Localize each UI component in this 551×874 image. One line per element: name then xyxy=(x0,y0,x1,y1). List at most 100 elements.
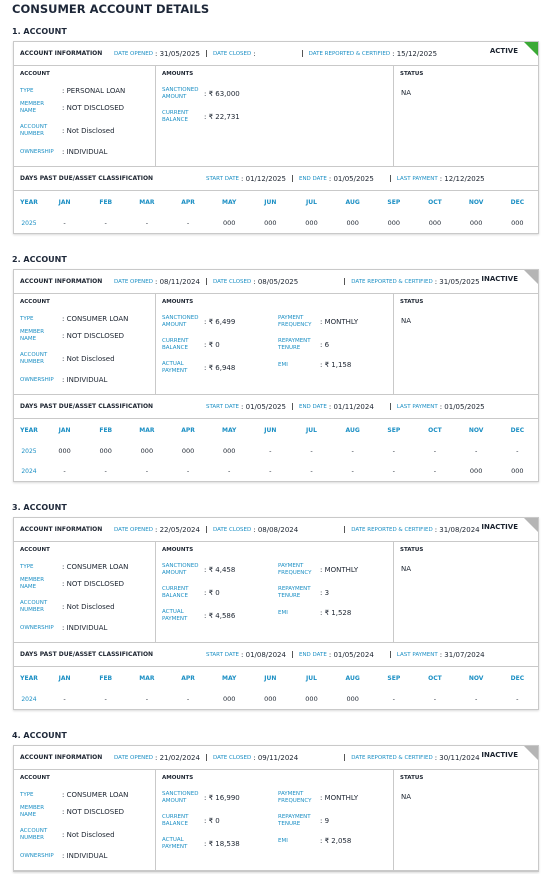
month-header: OCT xyxy=(428,198,442,206)
month-header: AUG xyxy=(345,674,360,682)
dpd-cell: - xyxy=(63,219,66,227)
amount: ACTUAL PAYMENT: ₹ 4,586 xyxy=(162,609,241,623)
status-column: STATUS NA xyxy=(394,770,538,870)
account-column: ACCOUNT TYPE: CONSUMER LOAN MEMBER NAME: N… xyxy=(14,770,156,870)
field-label: ACCOUNT NUMBER xyxy=(20,352,48,365)
amount: SANCTIONED AMOUNT: ₹ 16,990 xyxy=(162,791,246,805)
amount-label: SANCTIONED AMOUNT xyxy=(162,563,199,576)
dpd-cell: - xyxy=(392,447,395,455)
field-label: DATE REPORTED & CERTIFIED xyxy=(351,278,433,285)
amount-label: CURRENT BALANCE xyxy=(162,110,189,123)
detail-columns: ACCOUNT TYPE: PERSONAL LOAN MEMBER NAME: N… xyxy=(14,66,538,167)
column-header: ACCOUNT xyxy=(20,775,50,781)
dpd-cell: - xyxy=(433,467,437,475)
dpd-cell: - xyxy=(310,467,313,475)
amount-value: : ₹ 1,528 xyxy=(320,609,352,617)
amount-label: CURRENT BALANCE xyxy=(162,586,189,599)
account-section: 1. ACCOUNT ACCOUNT INFORMATION DATE OPENED… xyxy=(0,27,551,234)
column-header: AMOUNTS xyxy=(162,775,194,781)
field-value: : NOT DISCLOSED xyxy=(62,580,125,588)
status-value: NA xyxy=(401,89,412,97)
info-label: ACCOUNT INFORMATION xyxy=(20,50,103,57)
dpd-cell: - xyxy=(392,467,395,475)
field-value: : INDIVIDUAL xyxy=(62,376,108,384)
amount-label: SANCTIONED AMOUNT xyxy=(162,87,199,100)
field-label: END DATE xyxy=(298,651,327,658)
amount: SANCTIONED AMOUNT: ₹ 6,499 xyxy=(162,315,241,329)
field-value: : Not Disclosed xyxy=(62,127,115,135)
amount: REPAYMENT TENURE: 9 xyxy=(278,814,335,828)
dpd-cell: 000 xyxy=(511,219,524,227)
account-column: ACCOUNT TYPE: PERSONAL LOAN MEMBER NAME: N… xyxy=(14,66,156,166)
month-header: APR xyxy=(181,198,195,206)
account-heading: 3. ACCOUNT xyxy=(12,503,67,512)
status-value: NA xyxy=(401,565,412,573)
field-label: TYPE xyxy=(20,315,34,322)
amount-value: : ₹ 63,000 xyxy=(204,90,240,98)
status-column: STATUS NA xyxy=(394,542,538,642)
field-value: : CONSUMER LOAN xyxy=(62,315,129,323)
amount: ACTUAL PAYMENT: ₹ 6,948 xyxy=(162,361,241,375)
header-row: YEAR JAN FEB MAR APR MAY JUN JUL AUG SEP OCT NOV DEC xyxy=(14,419,538,441)
date-opened: : 21/02/2024 xyxy=(155,753,200,762)
field: OWNERSHIP: INDIVIDUAL xyxy=(20,624,113,632)
amount-label: REPAYMENT TENURE xyxy=(278,814,311,827)
field: ACCOUNT NUMBER: Not Disclosed xyxy=(20,124,121,138)
amount: EMI: ₹ 1,528 xyxy=(278,609,357,617)
amount-value: : 3 xyxy=(320,589,330,597)
field-label: DATE REPORTED & CERTIFIED xyxy=(351,526,433,533)
amount-label: EMI xyxy=(278,837,288,844)
amount-value: : ₹ 0 xyxy=(204,341,220,349)
dpd-label: DAYS PAST DUE/ASSET CLASSIFICATION xyxy=(20,175,154,182)
month-header: NOV xyxy=(468,674,484,682)
dpd-row: 2025 000 000 000 000 000 - - - - - - - xyxy=(14,441,538,461)
field: MEMBER NAME: NOT DISCLOSED xyxy=(20,805,130,819)
field-label: DATE CLOSED xyxy=(212,50,252,57)
month-header: MAR xyxy=(139,674,155,682)
dpd-cell: - xyxy=(474,695,478,703)
divider: DATE CLOSED: 08/05/2025 xyxy=(205,278,304,286)
field-value: : INDIVIDUAL xyxy=(62,852,108,860)
date-opened: : 31/05/2025 xyxy=(155,49,200,58)
dpd-cell: 000 xyxy=(469,467,483,475)
field-value: : INDIVIDUAL xyxy=(62,624,108,632)
dpd-cell: - xyxy=(145,695,149,703)
account-card: ACCOUNT INFORMATION DATE OPENED: 22/05/20… xyxy=(13,517,539,710)
amounts-column: AMOUNTS SANCTIONED AMOUNT: ₹ 6,499 CURRENT… xyxy=(156,294,394,394)
dpd-cell: - xyxy=(186,695,190,703)
divider: END DATE: 01/05/2024 xyxy=(291,651,380,659)
amount-label: CURRENT BALANCE xyxy=(162,814,189,827)
status-value: NA xyxy=(401,317,412,325)
status-value: NA xyxy=(401,793,412,801)
amount-label: SANCTIONED AMOUNT xyxy=(162,315,199,328)
divider: DATE REPORTED & CERTIFIED: 30/11/2024 xyxy=(344,754,485,762)
badge-corner xyxy=(524,746,538,760)
field-label: OWNERSHIP xyxy=(20,148,54,155)
start-date: : 01/12/2025 xyxy=(241,174,286,183)
dpd-cell: 000 xyxy=(222,447,236,455)
dpd-cell: - xyxy=(351,447,354,455)
page-title: CONSUMER ACCOUNT DETAILS xyxy=(12,2,210,16)
month-header: MAY xyxy=(222,674,237,682)
header-row: YEAR JAN FEB MAR APR MAY JUN JUL AUG SEP OCT NOV DEC xyxy=(14,667,538,689)
field-value: : Not Disclosed xyxy=(62,603,115,611)
amount-label: ACTUAL PAYMENT xyxy=(162,609,188,622)
dpd-cell: 000 xyxy=(511,467,524,475)
header-row: YEAR JAN FEB MAR APR MAY JUN JUL AUG SEP OCT NOV DEC xyxy=(14,191,538,213)
field: TYPE : CONSUMER LOAN xyxy=(20,315,134,323)
info-bar: ACCOUNT INFORMATION DATE OPENED: 31/05/20… xyxy=(14,42,538,66)
account-column: ACCOUNT TYPE: CONSUMER LOAN MEMBER NAME: N… xyxy=(14,294,156,394)
date-closed: : 09/11/2024 xyxy=(253,753,299,762)
dpd-cell: - xyxy=(269,447,272,455)
account-list: 1. ACCOUNT ACCOUNT INFORMATION DATE OPENED… xyxy=(0,27,551,872)
amount-value: : MONTHLY xyxy=(320,566,359,574)
month-header: AUG xyxy=(345,198,360,206)
month-header: JUN xyxy=(264,674,277,682)
dpd-cell: - xyxy=(433,447,437,455)
field-label: DATE OPENED xyxy=(114,50,154,57)
dpd-cell: 000 xyxy=(428,219,442,227)
last-payment: : 01/05/2025 xyxy=(439,402,485,411)
amount: CURRENT BALANCE: ₹ 0 xyxy=(162,814,226,828)
amount-value: : 6 xyxy=(320,341,330,349)
amount-value: : ₹ 4,458 xyxy=(204,566,236,574)
